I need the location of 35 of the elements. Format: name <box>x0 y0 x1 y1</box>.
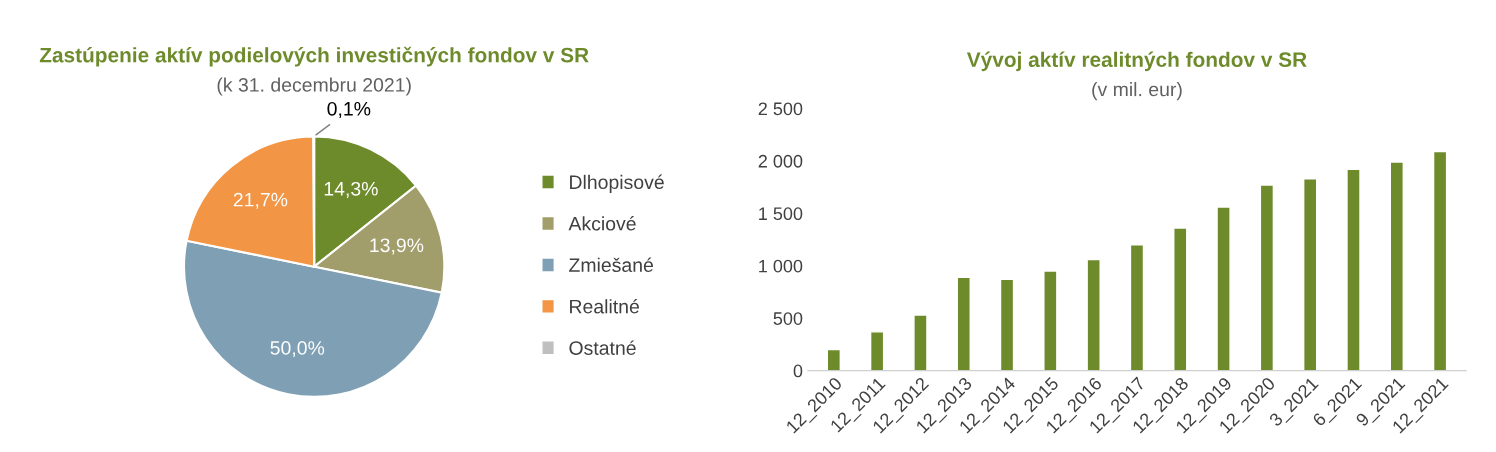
bar <box>869 331 885 371</box>
data-label: 21,7% <box>233 192 288 209</box>
bar <box>1129 244 1145 371</box>
legend-label: Akciové <box>568 216 636 231</box>
y-tick-label: 500 <box>773 312 803 325</box>
y-tick-label: 1 000 <box>759 259 803 273</box>
legend-label: Ostatné <box>569 340 636 355</box>
y-tick-label: 0 <box>793 364 803 378</box>
bar <box>1086 258 1101 371</box>
chart-title: Vývoj aktív realitných fondov v SR <box>966 51 1307 72</box>
y-tick-label: 2 500 <box>758 102 803 116</box>
bar <box>913 314 928 371</box>
data-label: 0,1% <box>327 101 371 118</box>
chart-subtitle: (k 31. decembru 2021) <box>217 77 411 96</box>
bar <box>956 276 971 371</box>
legend-label: Dlhopisové <box>570 174 664 193</box>
bar <box>1432 150 1448 371</box>
y-tick-label: 2 000 <box>758 154 803 168</box>
bar <box>1346 168 1361 371</box>
bar <box>826 348 842 371</box>
bar <box>1259 184 1275 371</box>
legend-label: Realitné <box>570 298 639 314</box>
bar <box>1302 178 1318 371</box>
chart-title: Zastúpenie aktív podielových investičných fondov v SR <box>39 46 589 67</box>
bar <box>1173 227 1188 371</box>
bar <box>1216 206 1231 371</box>
bar <box>1389 161 1404 371</box>
data-label: 14,3% <box>324 181 378 198</box>
legend-label: Zmiešané <box>569 257 653 273</box>
bar <box>1043 270 1058 371</box>
data-label: 50,0% <box>270 341 325 358</box>
y-tick-label: 1 500 <box>759 207 803 221</box>
data-label: 13,9% <box>370 238 424 255</box>
bar <box>999 278 1015 371</box>
chart-subtitle: (v mil. eur) <box>1092 82 1182 101</box>
